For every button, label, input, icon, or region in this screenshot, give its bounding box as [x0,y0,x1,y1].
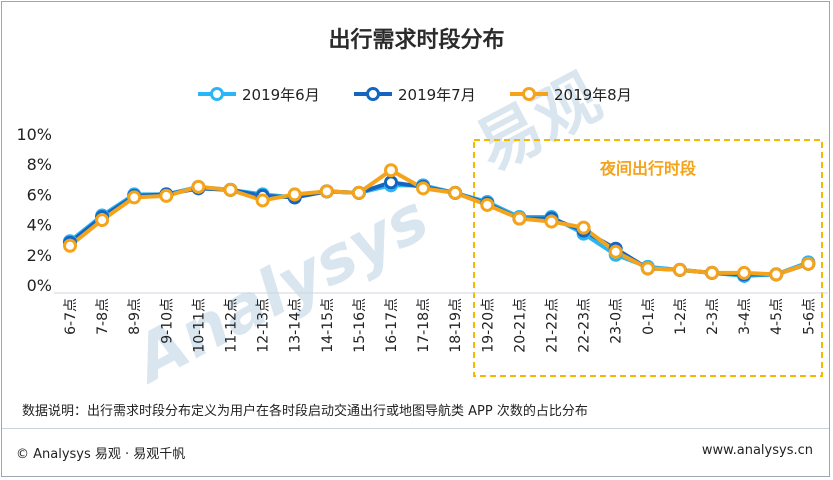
legend-entry-jul: 2019年7月 [354,82,476,106]
series-point-2 [769,267,784,282]
y-tick-label: 4% [27,216,52,235]
data-note: 数据说明：出行需求时段分布定义为用户在各时段启动交通出行或地图导航类 APP 次… [22,404,588,419]
series-point-2 [737,265,752,280]
legend-label: 2019年6月 [242,85,320,104]
x-tick-label: 23-0点 [609,298,625,344]
chart-legend: 2019年6月 2019年7月 2019年8月 [2,82,829,106]
series-point-2 [640,261,655,276]
x-tick-label: 20-21点 [512,298,528,353]
x-tick-label: 6-7点 [63,298,79,335]
series-point-2 [416,181,431,196]
series-line-1 [68,180,811,277]
series-point-2 [384,163,398,178]
series-point-2 [287,187,302,202]
x-tick-label: 14-15点 [320,298,336,353]
legend-label: 2019年8月 [554,85,632,104]
x-tick-label: 12-13点 [256,298,272,353]
series-point-2 [448,185,463,200]
x-tick-label: 10-11点 [191,298,207,353]
series-point-2 [801,256,816,271]
series-point-1 [384,175,398,190]
x-tick-label: 15-16点 [352,298,368,353]
footer-brand: © Analysys 易观 · 易观千帆 [16,447,186,462]
series-point-2 [512,211,527,226]
x-tick-label: 5-6点 [801,298,817,335]
x-tick-label: 19-20点 [480,298,496,353]
legend-swatch-jul [354,86,392,102]
series-point-2 [672,262,687,277]
series-line-2 [68,168,811,277]
x-tick-label: 0-1点 [641,298,657,335]
series-point-2 [63,238,77,253]
series-point-2 [223,182,238,197]
night-period-label: 夜间出行时段 [599,159,697,178]
footer-url[interactable]: www.analysys.cn [701,443,813,458]
series-point-2 [576,220,591,235]
series-point-2 [127,190,142,205]
x-tick-label: 3-4点 [737,298,753,335]
y-tick-label: 8% [27,155,52,174]
series-point-2 [480,197,495,212]
series-point-2 [544,214,559,229]
x-tick-label: 21-22点 [545,298,561,353]
legend-swatch-aug [510,86,548,102]
x-tick-label: 7-8点 [95,298,111,335]
x-tick-label: 22-23点 [577,298,593,353]
x-tick-label: 18-19点 [448,298,464,353]
series-point-2 [159,188,174,203]
series-point-2 [608,244,623,259]
x-tick-label: 1-2点 [673,298,689,335]
series-line-0 [68,183,811,278]
series-point-2 [319,184,334,199]
x-tick-label: 17-18点 [416,298,432,353]
x-tick-label: 8-9点 [127,298,143,335]
x-tick-label: 9-10点 [159,298,175,344]
x-tick-label: 11-12点 [224,298,240,353]
series-point-2 [705,265,719,280]
series-point-2 [351,185,366,200]
x-tick-label: 16-17点 [384,298,400,353]
series-point-2 [255,193,270,208]
chart-title: 出行需求时段分布 [328,28,505,53]
legend-entry-jun: 2019年6月 [198,82,320,106]
y-tick-label: 6% [27,185,52,204]
legend-label: 2019年7月 [398,85,476,104]
y-tick-label: 0% [27,276,52,295]
x-tick-label: 2-3点 [705,298,721,335]
x-tick-label: 4-5点 [769,298,785,335]
night-period-box [473,139,823,377]
series-point-2 [95,213,110,228]
x-tick-label: 13-14点 [288,298,304,353]
legend-swatch-jun [198,86,236,102]
series-point-2 [191,179,206,194]
footer-divider [2,428,829,429]
line-chart: 夜间出行时段 0% 2% 4% 6% 8% 10% 6-7点 7-8点 8-9点 9-10点 10… [16,125,828,377]
y-tick-label: 2% [27,246,52,265]
y-tick-label: 10% [16,125,52,144]
legend-entry-aug: 2019年8月 [510,82,632,106]
